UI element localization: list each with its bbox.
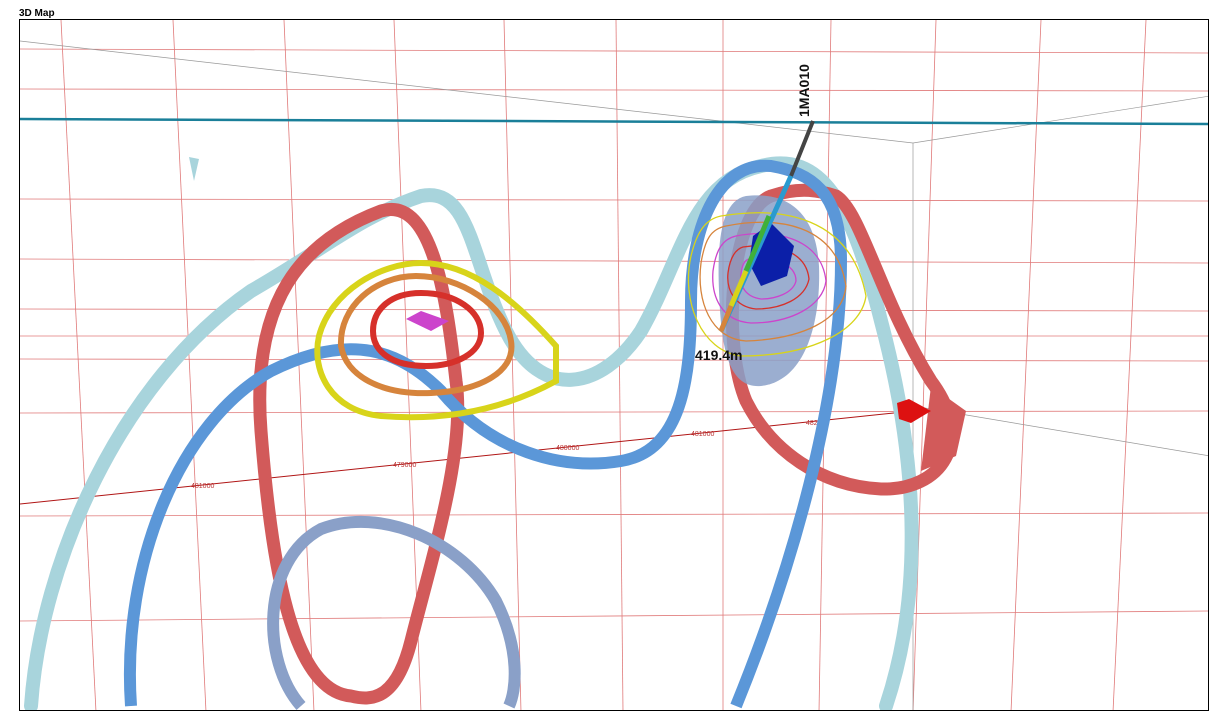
drillhole-name-label: 1MA010 <box>796 64 812 117</box>
light-blue-marker <box>189 157 199 181</box>
axis-line <box>20 411 913 504</box>
map-title: 3D Map <box>19 8 55 19</box>
axis-ticks: 481000 479000 480000 481000 482000 <box>191 420 829 490</box>
axis-tick-label: 479000 <box>393 462 416 469</box>
axis-tick-label: 481000 <box>191 483 214 490</box>
map-canvas[interactable]: 481000 479000 480000 481000 482000 <box>20 20 1209 711</box>
drillhole-depth-label: 419.4m <box>695 347 742 363</box>
axis-tick-label: 480000 <box>556 445 579 452</box>
map-viewport[interactable]: 481000 479000 480000 481000 482000 <box>19 19 1209 711</box>
surface-line <box>20 119 1209 124</box>
bounding-box <box>20 41 1209 711</box>
axis-tick-label: 481000 <box>691 431 714 438</box>
red-contour-fill <box>921 386 966 471</box>
red-marker[interactable] <box>897 399 931 423</box>
